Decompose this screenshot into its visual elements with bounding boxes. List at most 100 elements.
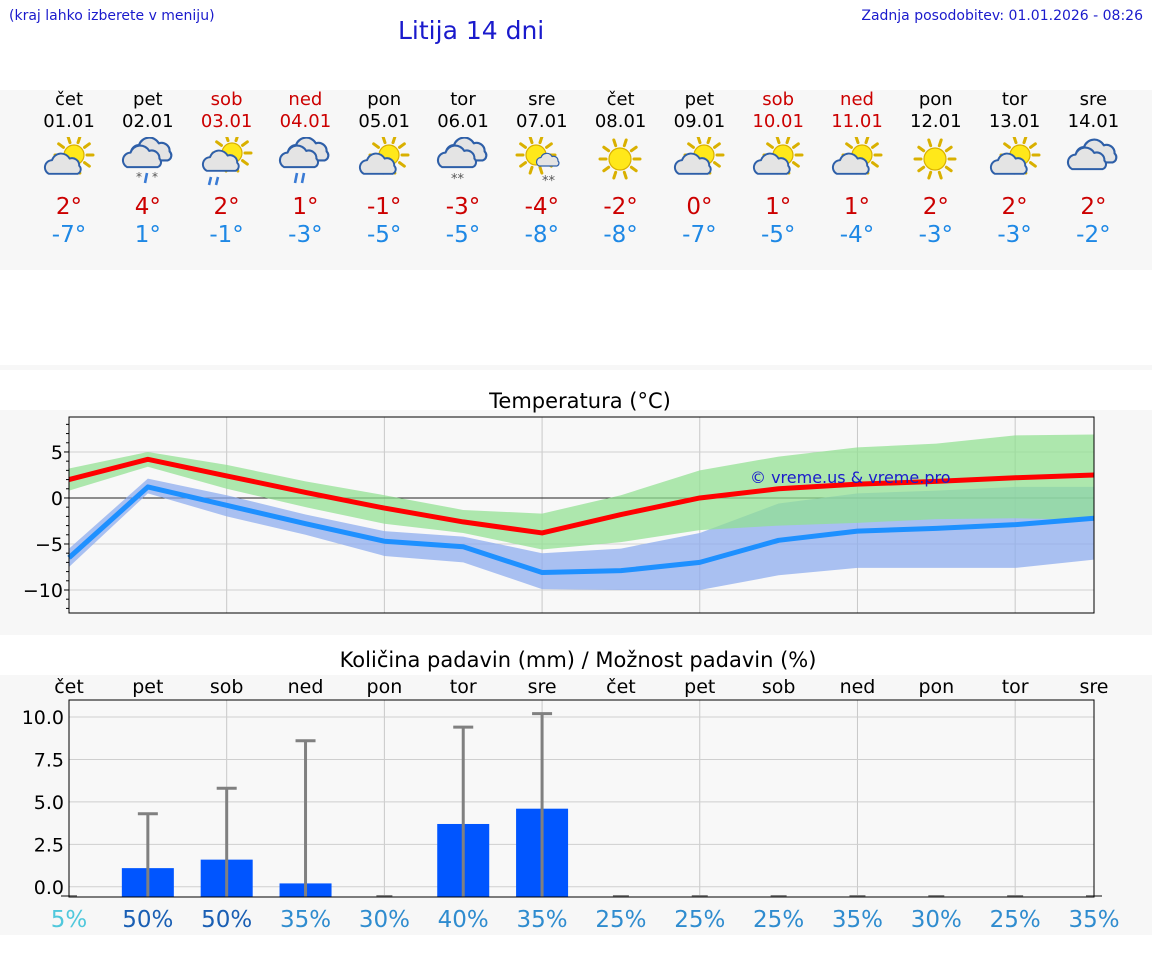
partly-cloudy-icon: [24, 137, 114, 187]
svg-text:*: *: [136, 170, 142, 184]
day-date: 11.01: [831, 111, 883, 132]
max-temp: 0°: [686, 194, 713, 220]
cloudy-icon: [1048, 137, 1138, 187]
min-temp: -7°: [51, 222, 87, 248]
max-temp: 1°: [292, 194, 319, 220]
day-name: pon: [367, 89, 402, 110]
max-temp: -3°: [445, 194, 481, 220]
day-column: ned 11.01 1° -4°: [812, 89, 902, 249]
day-date: 03.01: [200, 111, 253, 132]
min-temp: -3°: [288, 222, 323, 248]
min-temp: -8°: [603, 222, 638, 248]
sun-icon: [576, 137, 666, 187]
day-date: 01.01: [43, 111, 95, 132]
day-date: 06.01: [437, 111, 489, 132]
precip-day-label: tor: [450, 676, 477, 698]
forecast-strip-background: [0, 90, 1152, 270]
day-date: 12.01: [910, 111, 962, 132]
day-date: 08.01: [594, 111, 647, 132]
partly-cloudy-icon: [812, 137, 902, 187]
svg-text:**: **: [451, 172, 465, 187]
precip-day-label: čet: [54, 676, 84, 698]
min-temp: -7°: [682, 222, 717, 248]
day-name: ned: [840, 89, 874, 110]
max-temp: -2°: [603, 194, 638, 220]
day-name: tor: [1001, 89, 1028, 110]
day-name: tor: [450, 89, 476, 110]
location-hint[interactable]: (kraj lahko izberete v meniju): [9, 8, 215, 24]
day-name: čet: [54, 89, 84, 110]
max-temp: 2°: [55, 194, 83, 220]
precip-ytick-label: 0.0: [34, 877, 64, 899]
precip-plot-frame: [68, 699, 1095, 898]
precip-day-label: pet: [132, 676, 163, 698]
precip-day-label: ned: [840, 676, 876, 698]
svg-text:**: **: [542, 174, 556, 187]
max-temp: -1°: [366, 194, 402, 220]
temp-ytick-label: 0: [51, 488, 63, 510]
temp-chart-title: Temperatura (°C): [488, 389, 671, 413]
precip-day-label: sre: [1080, 676, 1109, 698]
cloudy-rain-icon: [260, 137, 350, 187]
min-temp: -8°: [524, 222, 560, 248]
partly-cloudy-icon: [970, 137, 1060, 187]
day-name: sre: [1079, 89, 1108, 110]
day-name: ned: [288, 89, 323, 110]
day-name: pet: [684, 89, 715, 110]
partly-cloudy-icon: [733, 137, 823, 187]
max-temp: 2°: [213, 194, 240, 220]
day-date: 02.01: [122, 111, 174, 132]
day-name: čet: [606, 89, 635, 110]
day-date: 14.01: [1067, 111, 1120, 132]
min-temp: 1°: [134, 222, 161, 248]
page-title: Litija 14 dni: [398, 16, 545, 45]
min-temp: -3°: [918, 222, 954, 248]
day-name: pon: [918, 89, 953, 110]
precip-probability: 35%: [832, 907, 883, 933]
precip-day-label: pon: [918, 676, 954, 698]
precip-probability: 25%: [595, 907, 646, 933]
precip-day-label: ned: [288, 676, 324, 698]
day-date: 07.01: [516, 111, 568, 132]
day-column: sob 03.01 2° -1°: [182, 89, 272, 249]
precip-day-label: sob: [210, 676, 244, 698]
day-name: sob: [762, 89, 795, 110]
partly-cloudy-rain-icon: [182, 137, 272, 187]
precip-day-label: čet: [606, 676, 636, 698]
day-date: 04.01: [279, 111, 332, 132]
precip-probability: 5%: [51, 907, 88, 933]
precip-ytick-label: 7.5: [34, 749, 64, 771]
last-updated: Zadnja posodobitev: 01.01.2026 - 08:26: [861, 8, 1143, 24]
min-temp: -5°: [760, 222, 796, 248]
precip-probability: 25%: [753, 907, 804, 933]
partly-cloudy-icon: [339, 137, 429, 187]
precip-probability: 35%: [1068, 907, 1119, 933]
max-temp: -4°: [524, 194, 560, 220]
separator-band: [0, 365, 1152, 370]
precip-day-label: pon: [367, 676, 403, 698]
precip-probability: 25%: [990, 907, 1041, 933]
day-column: ned 04.01 1° -3°: [260, 89, 350, 249]
precip-day-label: sob: [762, 676, 796, 698]
precip-ytick-label: 5.0: [34, 792, 64, 814]
day-column: čet 08.01 -2° -8°: [576, 89, 666, 249]
day-column: pon 05.01 -1° -5°: [339, 89, 429, 249]
day-column: tor 13.01 2° -3°: [970, 89, 1060, 249]
day-column: pet 02.01 * * 4° 1°: [103, 89, 193, 249]
precip-day-label: tor: [1002, 676, 1029, 698]
day-column: pet 09.01 0° -7°: [654, 89, 744, 249]
precip-probability: 35%: [280, 907, 331, 933]
precip-probability: 40%: [438, 907, 489, 933]
max-temp: 2°: [1001, 194, 1028, 220]
precip-ytick-label: 2.5: [34, 834, 64, 856]
temp-plot-frame: [68, 416, 1095, 614]
day-date: 10.01: [752, 111, 804, 132]
day-date: 05.01: [358, 111, 410, 132]
cloudy-sleet-icon: * *: [103, 137, 193, 187]
min-temp: -3°: [997, 222, 1032, 248]
precip-probability: 25%: [674, 907, 725, 933]
min-temp: -4°: [839, 222, 875, 248]
precip-day-label: pet: [684, 676, 715, 698]
min-temp: -5°: [366, 222, 402, 248]
max-temp: 2°: [1080, 194, 1107, 220]
